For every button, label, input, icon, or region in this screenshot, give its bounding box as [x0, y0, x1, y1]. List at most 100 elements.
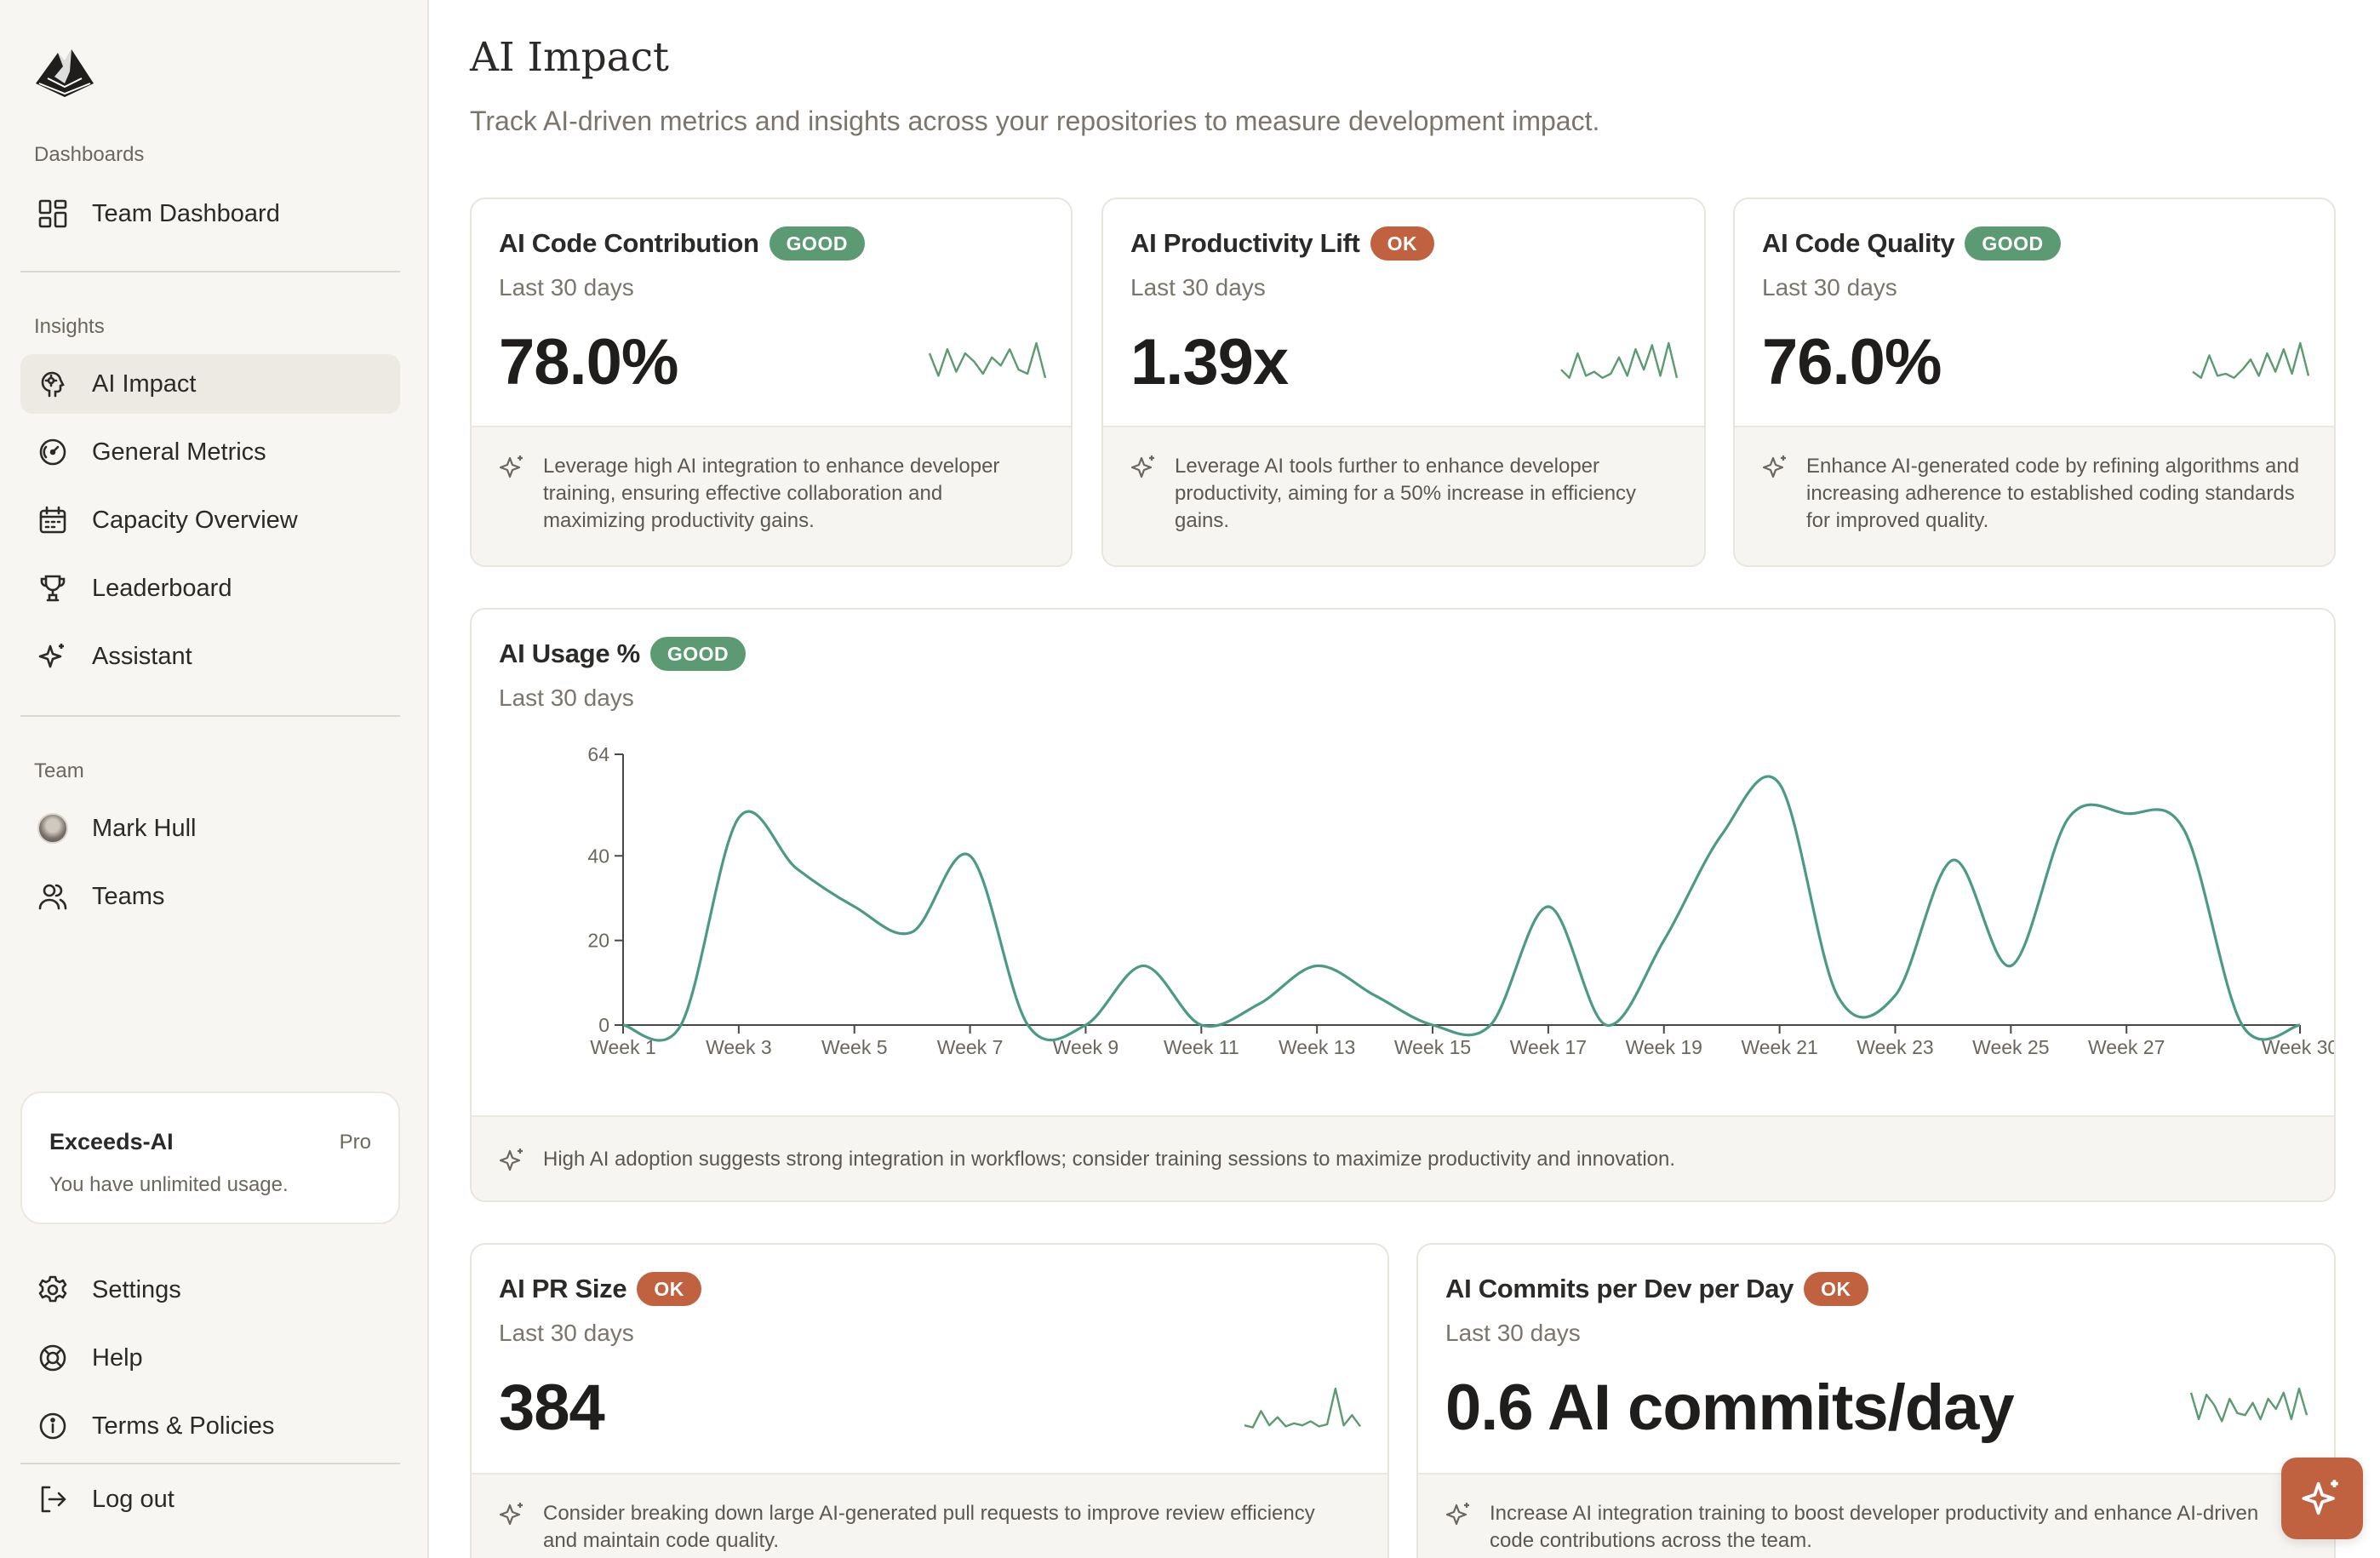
sparkline-series: [2192, 341, 2310, 379]
card-period: Last 30 days: [1762, 274, 1897, 301]
y-tick-label: 20: [587, 930, 609, 952]
x-tick-label: Week 19: [1626, 1036, 1702, 1058]
x-tick-label: Week 27: [2088, 1036, 2165, 1058]
ai-usage-series-line: [622, 775, 2301, 1042]
sidebar-divider: [20, 271, 400, 272]
sidebar-item-label: Assistant: [92, 642, 192, 670]
calendar-icon: [36, 503, 70, 537]
sidebar-item-logout[interactable]: Log out: [20, 1469, 400, 1529]
insight-footer: Enhance AI-generated code by refining al…: [1735, 426, 2334, 565]
card-ai-commits-per-dev[interactable]: AI Commits per Dev per Day OK Last 30 da…: [1416, 1243, 2336, 1558]
sidebar-item-label: Help: [92, 1343, 143, 1372]
x-tick-label: Week 30: [2262, 1036, 2336, 1058]
users-icon: [36, 879, 70, 914]
plan-name: Exceeds-AI: [49, 1129, 174, 1154]
card-title: AI Usage %: [499, 639, 640, 668]
insight-footer: Consider breaking down large AI-generate…: [472, 1473, 1387, 1558]
insight-text: Leverage high AI integration to enhance …: [543, 455, 1000, 532]
card-ai-pr-size[interactable]: AI PR Size OK Last 30 days 384 Consider …: [470, 1243, 1389, 1558]
plan-tier: Pro: [339, 1131, 371, 1154]
sidebar-item-ai-impact[interactable]: AI Impact: [20, 354, 400, 414]
sparkline-chart: [2192, 341, 2310, 379]
sidebar-item-label: Leaderboard: [92, 574, 232, 602]
card-period: Last 30 days: [499, 1320, 634, 1346]
sparkline-series: [1244, 1387, 1361, 1429]
metric-value: 0.6 AI commits/day: [1445, 1372, 2015, 1444]
page-subtitle: Track AI-driven metrics and insights acr…: [470, 106, 1600, 136]
sparkline-chart: [1244, 1387, 1361, 1429]
section-label-dashboards: Dashboards: [34, 143, 145, 166]
sparkle-icon: [499, 455, 523, 478]
sidebar-item-teams[interactable]: Teams: [20, 867, 400, 926]
insight-text: High AI adoption suggests strong integra…: [543, 1148, 1676, 1171]
sparkle-icon: [1445, 1503, 1469, 1526]
card-ai-productivity-lift[interactable]: AI Productivity Lift OK Last 30 days 1.3…: [1101, 198, 1706, 567]
x-tick-label: Week 21: [1741, 1036, 1817, 1058]
card-title: AI Code Contribution: [499, 228, 759, 258]
sparkle-icon: [499, 1503, 523, 1526]
sparkle-icon: [36, 639, 70, 673]
section-label-insights: Insights: [34, 315, 105, 338]
sparkline-series: [1560, 341, 1679, 379]
brain-icon: [36, 367, 70, 401]
insight-footer: High AI adoption suggests strong integra…: [472, 1115, 2334, 1200]
card-period: Last 30 days: [1445, 1320, 1581, 1346]
sidebar: Dashboards Team Dashboard Insights AI Im…: [0, 0, 429, 1558]
card-ai-usage[interactable]: AI Usage % GOOD Last 30 days 0 20 40 64 Week…: [470, 608, 2336, 1202]
card-period: Last 30 days: [1130, 274, 1266, 301]
sidebar-item-label: Capacity Overview: [92, 506, 298, 534]
assistant-fab-button[interactable]: [2281, 1458, 2363, 1539]
card-period: Last 30 days: [499, 274, 634, 301]
insight-text: Leverage AI tools further to enhance dev…: [1175, 455, 1637, 532]
sidebar-item-label: Team Dashboard: [92, 199, 280, 227]
x-tick-label: Week 25: [1972, 1036, 2049, 1058]
x-tick-label: Week 17: [1510, 1036, 1587, 1058]
plan-description: You have unlimited usage.: [49, 1173, 289, 1196]
sidebar-item-settings[interactable]: Settings: [20, 1260, 400, 1320]
card-title: AI Productivity Lift: [1130, 228, 1360, 258]
sidebar-item-mark-hull[interactable]: Mark Hull: [20, 799, 400, 858]
metric-value: 78.0%: [499, 326, 678, 398]
sidebar-item-general-metrics[interactable]: General Metrics: [20, 422, 400, 482]
sidebar-item-capacity-overview[interactable]: Capacity Overview: [20, 490, 400, 550]
x-tick-label: Week 3: [706, 1036, 772, 1058]
sparkle-icon: [2302, 1480, 2338, 1515]
sidebar-item-label: Log out: [92, 1485, 174, 1513]
sparkline-chart: [928, 341, 1047, 379]
x-tick-label: Week 13: [1279, 1036, 1355, 1058]
card-ai-code-quality[interactable]: AI Code Quality GOOD Last 30 days 76.0% …: [1733, 198, 2336, 567]
sparkle-icon: [1762, 455, 1786, 478]
card-ai-code-contribution[interactable]: AI Code Contribution GOOD Last 30 days 7…: [470, 198, 1073, 567]
grid-icon: [36, 197, 70, 231]
logout-icon: [36, 1482, 70, 1516]
sidebar-item-leaderboard[interactable]: Leaderboard: [20, 558, 400, 618]
insight-footer: Leverage AI tools further to enhance dev…: [1103, 426, 1704, 565]
lifebuoy-icon: [36, 1341, 70, 1375]
sidebar-item-team-dashboard[interactable]: Team Dashboard: [20, 184, 400, 243]
section-label-team: Team: [34, 759, 84, 782]
status-badge: OK: [1804, 1272, 1868, 1306]
card-title: AI PR Size: [499, 1274, 627, 1303]
plan-card: Exceeds-AI Pro You have unlimited usage.: [20, 1091, 400, 1224]
metric-value: 384: [499, 1372, 605, 1444]
sidebar-item-terms[interactable]: Terms & Policies: [20, 1396, 400, 1456]
sidebar-item-help[interactable]: Help: [20, 1328, 400, 1388]
sparkle-icon: [1130, 455, 1154, 478]
sidebar-item-label: Settings: [92, 1275, 181, 1303]
sidebar-item-label: Teams: [92, 882, 165, 910]
status-badge: OK: [637, 1272, 701, 1306]
sidebar-item-label: General Metrics: [92, 438, 266, 466]
gear-icon: [36, 1273, 70, 1307]
x-tick-label: Week 23: [1857, 1036, 1933, 1058]
sidebar-item-assistant[interactable]: Assistant: [20, 627, 400, 686]
user-avatar: [36, 811, 70, 845]
gauge-icon: [36, 435, 70, 469]
y-tick-label: 64: [587, 743, 609, 765]
ai-usage-line-chart: 0 20 40 64 Week 1 Week 3 Week 5 Week 7 Week 9 Wee…: [587, 743, 2336, 1058]
sidebar-item-label: AI Impact: [92, 369, 197, 398]
insight-text: Increase AI integration training to boos…: [1490, 1502, 2259, 1552]
mountain-logo-icon[interactable]: [32, 41, 97, 100]
sparkline-chart: [1560, 341, 1679, 379]
insight-footer: Increase AI integration training to boos…: [1418, 1473, 2334, 1558]
card-title: AI Commits per Dev per Day: [1445, 1274, 1794, 1303]
